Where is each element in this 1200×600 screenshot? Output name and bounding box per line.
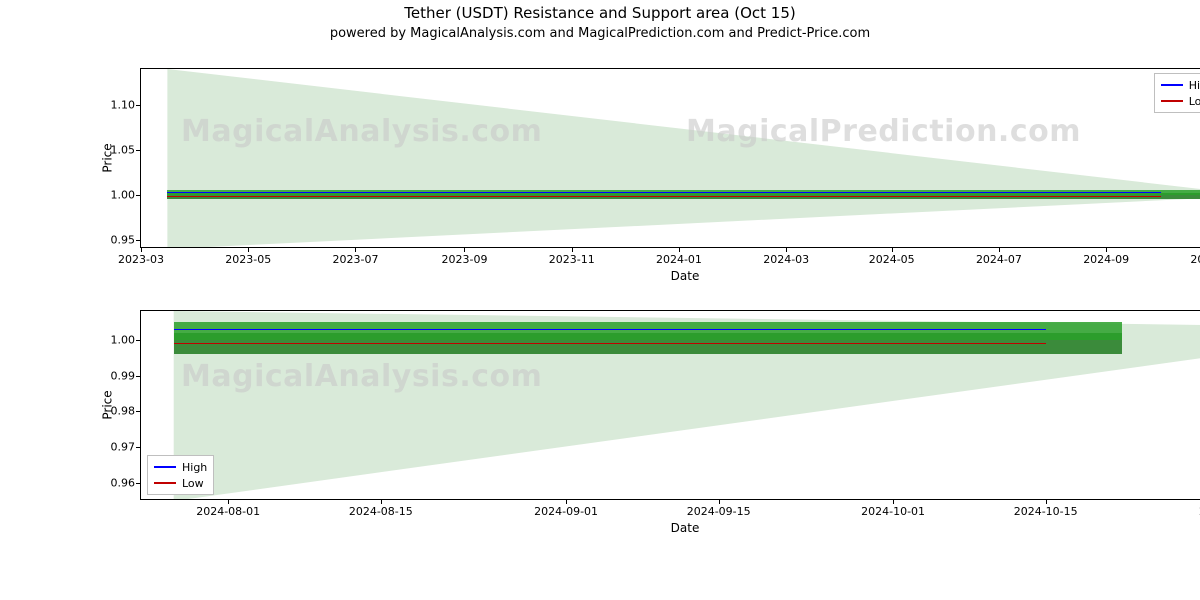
series-low-line <box>167 196 1160 197</box>
legend: High Low <box>147 455 214 495</box>
legend: High Low <box>1154 73 1200 113</box>
resistance-support-fan <box>141 69 1200 247</box>
series-low-line <box>174 343 1046 344</box>
legend-label: High <box>182 461 207 474</box>
legend-item-low: Low <box>1161 93 1200 109</box>
series-high-line <box>174 329 1046 330</box>
legend-label: High <box>1189 79 1200 92</box>
legend-label: Low <box>182 477 204 490</box>
legend-swatch-high <box>154 466 176 468</box>
top-chart: Price MagicalAnalysis.com MagicalPredict… <box>140 68 1200 248</box>
legend-swatch-low <box>1161 100 1183 102</box>
chart-titles: Tether (USDT) Resistance and Support are… <box>0 0 1200 41</box>
legend-item-low: Low <box>154 475 207 491</box>
legend-swatch-high <box>1161 84 1183 86</box>
bottom-chart: Price MagicalAnalysis.com High Low Date … <box>140 310 1200 500</box>
bottom-plot-area: MagicalAnalysis.com <box>141 311 1200 499</box>
legend-label: Low <box>1189 95 1200 108</box>
sub-title: powered by MagicalAnalysis.com and Magic… <box>0 26 1200 41</box>
series-high-line <box>167 192 1160 193</box>
legend-swatch-low <box>154 482 176 484</box>
resistance-band <box>174 322 1122 340</box>
watermark-right: MagicalPrediction.com <box>686 114 1081 149</box>
main-title: Tether (USDT) Resistance and Support are… <box>0 4 1200 22</box>
watermark-left: MagicalAnalysis.com <box>181 359 542 394</box>
xtick-label: 2024-11 <box>1190 247 1200 266</box>
watermark-left: MagicalAnalysis.com <box>181 114 542 149</box>
top-plot-area: MagicalAnalysis.com MagicalPrediction.co… <box>141 69 1200 247</box>
legend-item-high: High <box>154 459 207 475</box>
legend-item-high: High <box>1161 77 1200 93</box>
